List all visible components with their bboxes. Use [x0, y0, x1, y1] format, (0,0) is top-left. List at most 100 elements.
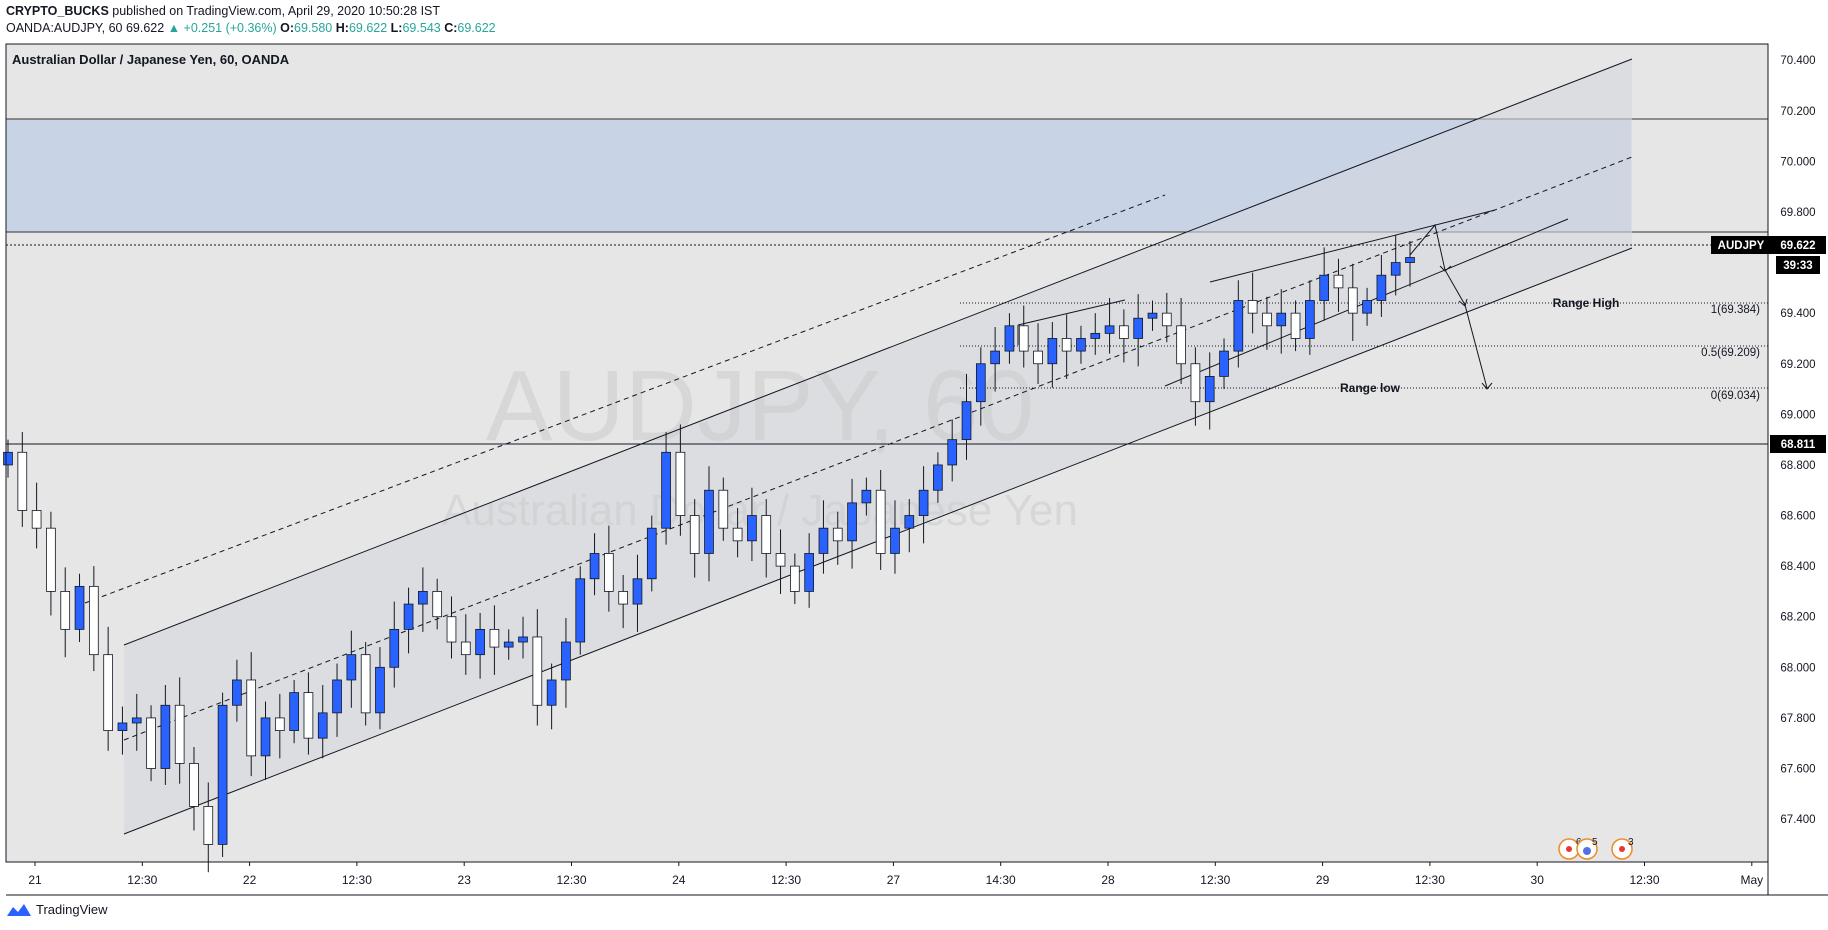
candle-body[interactable]	[317, 712, 328, 739]
candle-body[interactable]	[217, 704, 228, 845]
candle-body[interactable]	[546, 679, 557, 706]
candle-body[interactable]	[31, 510, 42, 529]
candle-body[interactable]	[718, 489, 729, 529]
candle-body[interactable]	[1276, 312, 1287, 327]
candle-body[interactable]	[303, 692, 314, 739]
candle-body[interactable]	[203, 806, 214, 845]
candle-body[interactable]	[761, 515, 772, 554]
candle-body[interactable]	[146, 717, 156, 769]
candle-body[interactable]	[1233, 300, 1244, 352]
channel-outer-dashed[interactable]	[84, 194, 1166, 604]
candle-body[interactable]	[403, 603, 414, 630]
candle-body[interactable]	[1161, 312, 1172, 327]
candle-body[interactable]	[990, 350, 1000, 365]
candle-body[interactable]	[117, 722, 128, 731]
candle-body[interactable]	[475, 628, 485, 656]
candle-body[interactable]	[975, 363, 986, 403]
candle-body[interactable]	[1390, 262, 1401, 276]
candle-body[interactable]	[246, 679, 257, 757]
candle-body[interactable]	[1347, 287, 1358, 314]
candle-body[interactable]	[804, 553, 814, 592]
candle-body[interactable]	[1376, 274, 1387, 301]
candle-body[interactable]	[489, 628, 500, 648]
candle-body[interactable]	[89, 585, 99, 656]
candle-body[interactable]	[632, 578, 643, 605]
candle-body[interactable]	[1190, 363, 1201, 403]
publisher-name[interactable]: CRYPTO_BUCKS	[6, 4, 109, 18]
candle-body[interactable]	[1076, 338, 1086, 352]
candle-body[interactable]	[103, 654, 113, 731]
candle-body[interactable]	[575, 578, 586, 643]
candle-body[interactable]	[460, 641, 471, 656]
candle-body[interactable]	[74, 585, 85, 630]
candle-body[interactable]	[1247, 300, 1258, 314]
candle-body[interactable]	[646, 527, 657, 580]
candle-body[interactable]	[790, 565, 800, 592]
candle-body[interactable]	[532, 636, 543, 706]
candle-body[interactable]	[890, 527, 900, 554]
candle-body[interactable]	[274, 717, 285, 731]
candle-body[interactable]	[1262, 312, 1272, 327]
candle-body[interactable]	[961, 401, 972, 441]
candle-body[interactable]	[675, 451, 686, 516]
candle-body[interactable]	[1090, 332, 1101, 339]
candle-body[interactable]	[561, 641, 571, 681]
candle-body[interactable]	[947, 439, 958, 466]
candle-body[interactable]	[260, 717, 271, 757]
candle-body[interactable]	[518, 636, 528, 643]
candle-body[interactable]	[904, 515, 915, 529]
candle-body[interactable]	[1362, 300, 1372, 314]
candle-body[interactable]	[747, 515, 757, 542]
wedge-upper[interactable]	[1209, 209, 1496, 283]
candle-body[interactable]	[375, 666, 385, 714]
range-top-line[interactable]	[1017, 299, 1126, 326]
candle-body[interactable]	[818, 527, 829, 554]
candle-body[interactable]	[389, 628, 400, 668]
candle-body[interactable]	[832, 527, 843, 542]
candle-body[interactable]	[174, 704, 185, 764]
candle-body[interactable]	[1047, 338, 1058, 365]
candle-body[interactable]	[732, 527, 743, 542]
candle-body[interactable]	[189, 763, 199, 807]
candle-body[interactable]	[661, 451, 671, 529]
candle-body[interactable]	[232, 679, 242, 706]
candle-body[interactable]	[1290, 312, 1301, 339]
candle-body[interactable]	[1033, 350, 1043, 365]
event-badges[interactable]: 6 5 3	[1558, 837, 1634, 860]
candle-body[interactable]	[1133, 317, 1144, 339]
candle-body[interactable]	[775, 553, 786, 567]
tradingview-brand[interactable]: TradingView	[36, 902, 108, 917]
candle-body[interactable]	[1147, 312, 1158, 319]
candle-body[interactable]	[689, 515, 700, 554]
candle-body[interactable]	[1004, 325, 1015, 352]
candle-body[interactable]	[1305, 300, 1315, 339]
candle-body[interactable]	[289, 692, 299, 731]
candle-body[interactable]	[875, 489, 886, 554]
candle-body[interactable]	[1061, 338, 1072, 352]
candle-body[interactable]	[17, 451, 28, 511]
candle-body[interactable]	[1204, 375, 1215, 403]
candle-body[interactable]	[933, 464, 943, 491]
projection-path[interactable]	[1409, 223, 1488, 389]
candle-body[interactable]	[360, 654, 371, 714]
candle-body[interactable]	[160, 704, 171, 769]
candle-body[interactable]	[60, 591, 71, 630]
candle-body[interactable]	[332, 679, 342, 714]
candle-body[interactable]	[346, 654, 357, 681]
candle-body[interactable]	[432, 591, 443, 618]
candle-body[interactable]	[503, 641, 514, 648]
candle-body[interactable]	[618, 591, 628, 605]
candle-body[interactable]	[1119, 325, 1129, 339]
candle-body[interactable]	[604, 553, 614, 592]
candle-body[interactable]	[847, 502, 857, 542]
candle-body[interactable]	[1176, 325, 1186, 365]
candle-body[interactable]	[1104, 325, 1115, 334]
candle-body[interactable]	[3, 451, 13, 466]
candle-body[interactable]	[704, 489, 714, 554]
candle-body[interactable]	[1219, 350, 1229, 377]
candle-body[interactable]	[589, 553, 600, 580]
candle-body[interactable]	[861, 489, 872, 504]
candle-body[interactable]	[918, 489, 929, 516]
candle-body[interactable]	[446, 616, 457, 643]
